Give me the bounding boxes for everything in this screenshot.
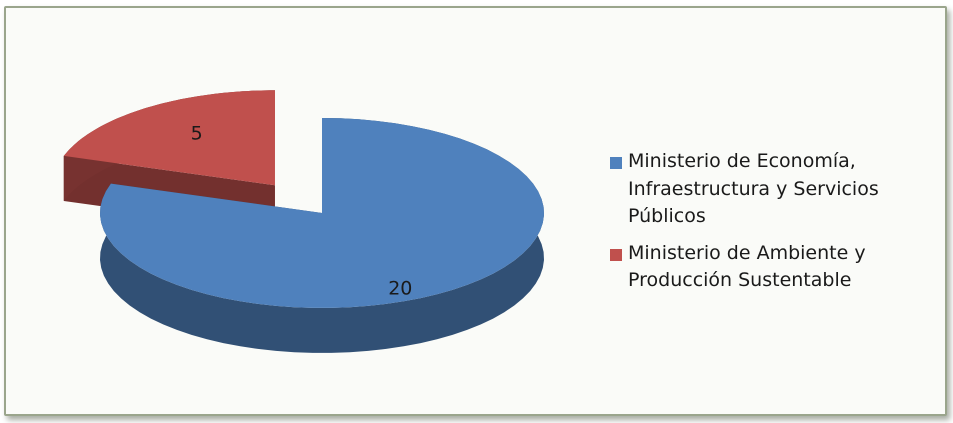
- slice-top: [63, 90, 275, 186]
- legend-label: Ministerio de Ambiente y Producción Sust…: [628, 241, 866, 292]
- legend-item: Ministerio de Economía, Infraestructura …: [610, 148, 948, 231]
- legend-item: Ministerio de Ambiente y Producción Sust…: [610, 240, 948, 295]
- legend-swatch: [610, 248, 622, 261]
- data-label: 5: [191, 123, 203, 145]
- pie-slice: [100, 118, 544, 353]
- legend: Ministerio de Economía, Infraestructura …: [610, 148, 950, 304]
- slice-top: [100, 118, 544, 308]
- data-label: 20: [388, 278, 412, 300]
- legend-swatch: [610, 157, 622, 169]
- legend-label: Ministerio de Economía, Infraestructura …: [628, 150, 879, 227]
